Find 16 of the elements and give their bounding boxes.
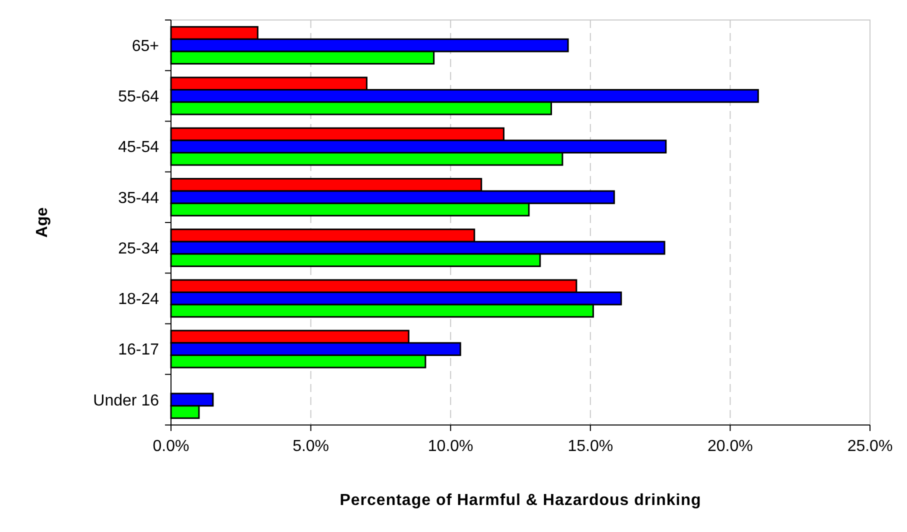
y-tick-label: 55-64 xyxy=(118,88,160,106)
x-tick-label: 20.0% xyxy=(708,438,753,455)
x-axis-title: Percentage of Harmful & Hazardous drinking xyxy=(340,492,702,509)
y-tick-label: Under 16 xyxy=(93,392,160,410)
y-tick-label: 18-24 xyxy=(118,291,160,308)
y-axis-title: Age xyxy=(34,207,51,238)
x-tick-label: 10.0% xyxy=(428,438,474,455)
x-tick-label: 5.0% xyxy=(292,438,330,455)
x-tick-label: 25.0% xyxy=(847,438,893,455)
y-tick-label: 45-54 xyxy=(118,139,160,156)
y-tick-label: 65+ xyxy=(132,38,159,55)
x-tick-label: 0.0% xyxy=(152,438,190,455)
x-tick-label: 15.0% xyxy=(568,438,614,455)
y-tick-label: 16-17 xyxy=(118,342,160,359)
y-tick-label: 35-44 xyxy=(118,190,160,207)
y-tick-label: 25-34 xyxy=(118,240,160,258)
